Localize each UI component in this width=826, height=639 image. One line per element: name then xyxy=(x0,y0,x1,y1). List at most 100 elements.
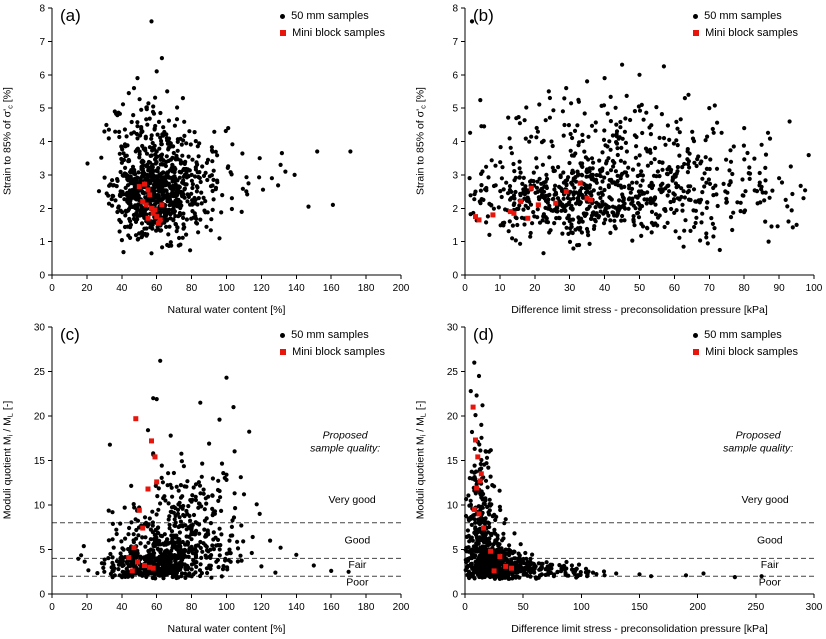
legend-item-50mm: 50 mm samples xyxy=(280,329,385,341)
svg-text:4: 4 xyxy=(452,137,458,148)
svg-text:5: 5 xyxy=(39,104,45,115)
svg-text:100: 100 xyxy=(218,602,235,613)
svg-text:5: 5 xyxy=(39,545,45,556)
legend-label-50mm: 50 mm samples xyxy=(704,10,782,22)
svg-text:0: 0 xyxy=(462,283,468,294)
legend-item-miniblock: Mini block samples xyxy=(693,346,798,358)
svg-text:0: 0 xyxy=(462,602,468,613)
svg-text:150: 150 xyxy=(631,602,648,613)
legend-item-50mm: 50 mm samples xyxy=(280,10,385,22)
x-axis-label-b: Difference limit stress - preconsolidati… xyxy=(511,304,768,316)
svg-text:200: 200 xyxy=(689,602,706,613)
legend-b: 50 mm samples Mini block samples xyxy=(693,10,798,39)
square-marker-icon xyxy=(280,349,287,355)
svg-text:140: 140 xyxy=(288,602,305,613)
svg-text:7: 7 xyxy=(39,37,45,48)
svg-text:0: 0 xyxy=(39,590,45,601)
dot-marker-icon xyxy=(693,332,699,338)
svg-text:Good: Good xyxy=(757,534,783,546)
svg-text:Proposed: Proposed xyxy=(323,429,369,441)
svg-text:20: 20 xyxy=(34,412,46,423)
svg-text:4: 4 xyxy=(39,137,45,148)
svg-text:3: 3 xyxy=(39,170,45,181)
x-axis-label-d: Difference limit stress - preconsolidati… xyxy=(511,623,768,635)
scatter-plot-b: 0 10 20 30 40 50 60 70 80 90 100 0 1 2 3 4 5 6 7 8 xyxy=(452,4,823,295)
panel-letter-c: (c) xyxy=(60,325,80,344)
svg-text:5: 5 xyxy=(452,104,458,115)
ylabel-subscript: L xyxy=(5,413,15,418)
panel-letter-d: (d) xyxy=(473,325,494,344)
ylabel-text: Moduli quotient M xyxy=(414,436,427,520)
svg-text:Poor: Poor xyxy=(759,577,782,589)
square-marker-icon xyxy=(693,349,700,355)
svg-text:25: 25 xyxy=(447,367,459,378)
ylabel-text: / M xyxy=(1,417,14,435)
ylabel-subscript: i xyxy=(5,434,15,437)
legend-label-miniblock: Mini block samples xyxy=(705,27,798,39)
svg-text:0: 0 xyxy=(49,602,55,613)
svg-text:40: 40 xyxy=(116,602,128,613)
svg-text:10: 10 xyxy=(447,501,459,512)
ylabel-text: [-] xyxy=(414,400,427,414)
svg-text:25: 25 xyxy=(34,367,46,378)
scatter-plot-c: 0 20 40 60 80 100 120 140 160 180 200 0 5 10 15 20 25 30 P… xyxy=(34,323,410,614)
svg-text:0: 0 xyxy=(39,271,45,282)
svg-text:80: 80 xyxy=(186,283,198,294)
svg-text:6: 6 xyxy=(452,70,458,81)
svg-text:Proposed: Proposed xyxy=(736,429,782,441)
legend-c: 50 mm samples Mini block samples xyxy=(280,329,385,358)
legend-d: 50 mm samples Mini block samples xyxy=(693,329,798,358)
ylabel-text: / M xyxy=(414,417,427,435)
svg-text:2: 2 xyxy=(452,204,458,215)
svg-text:100: 100 xyxy=(806,283,823,294)
y-axis-label-d: Moduli quotient Mi / ML [-] xyxy=(415,327,431,594)
ylabel-text: Strain to 85% of σ' xyxy=(1,108,14,195)
svg-text:sample quality:: sample quality: xyxy=(310,442,380,454)
svg-text:250: 250 xyxy=(747,602,764,613)
svg-text:120: 120 xyxy=(253,602,270,613)
dot-marker-icon xyxy=(693,13,699,19)
svg-text:60: 60 xyxy=(151,283,163,294)
svg-text:1: 1 xyxy=(39,237,45,248)
svg-text:180: 180 xyxy=(358,602,375,613)
svg-text:140: 140 xyxy=(288,283,305,294)
dot-marker-icon xyxy=(280,13,286,19)
svg-text:30: 30 xyxy=(564,283,576,294)
panel-c: 0 20 40 60 80 100 120 140 160 180 200 0 5 10 15 20 25 30 P… xyxy=(0,319,413,638)
panel-d: 0 50 100 150 200 250 300 0 5 10 15 20 25 30 Proposed sa… xyxy=(413,319,826,638)
svg-text:5: 5 xyxy=(452,545,458,556)
svg-text:sample quality:: sample quality: xyxy=(723,442,793,454)
svg-text:0: 0 xyxy=(49,283,55,294)
square-marker-icon xyxy=(693,30,700,36)
svg-text:Fair: Fair xyxy=(761,559,780,571)
x-axis-label-c: Natural water content [%] xyxy=(167,623,286,635)
svg-text:8: 8 xyxy=(39,4,45,15)
svg-text:Good: Good xyxy=(345,534,371,546)
y-axis-label-c: Moduli quotient Mi / ML [-] xyxy=(2,327,18,594)
legend-item-50mm: 50 mm samples xyxy=(693,10,798,22)
svg-text:Very good: Very good xyxy=(741,494,788,506)
svg-text:20: 20 xyxy=(447,412,459,423)
legend-label-50mm: 50 mm samples xyxy=(291,10,369,22)
ylabel-subscript: c xyxy=(418,105,428,109)
svg-text:70: 70 xyxy=(704,283,716,294)
y-axis-label-b: Strain to 85% of σ'c [%] xyxy=(415,8,431,275)
svg-text:7: 7 xyxy=(452,37,458,48)
svg-text:15: 15 xyxy=(447,456,459,467)
ylabel-subscript: i xyxy=(418,434,428,437)
square-marker-icon xyxy=(280,30,287,36)
svg-text:60: 60 xyxy=(669,283,681,294)
ylabel-text: [-] xyxy=(1,400,14,414)
svg-text:Poor: Poor xyxy=(346,577,369,589)
ylabel-text: [%] xyxy=(414,87,427,106)
svg-text:60: 60 xyxy=(151,602,163,613)
svg-text:30: 30 xyxy=(447,323,459,334)
svg-text:2: 2 xyxy=(39,204,45,215)
svg-text:10: 10 xyxy=(494,283,506,294)
x-axis-label-a: Natural water content [%] xyxy=(167,304,286,316)
svg-text:0: 0 xyxy=(452,271,458,282)
svg-text:200: 200 xyxy=(393,283,410,294)
legend-item-miniblock: Mini block samples xyxy=(693,27,798,39)
svg-text:90: 90 xyxy=(774,283,786,294)
svg-text:160: 160 xyxy=(323,283,340,294)
